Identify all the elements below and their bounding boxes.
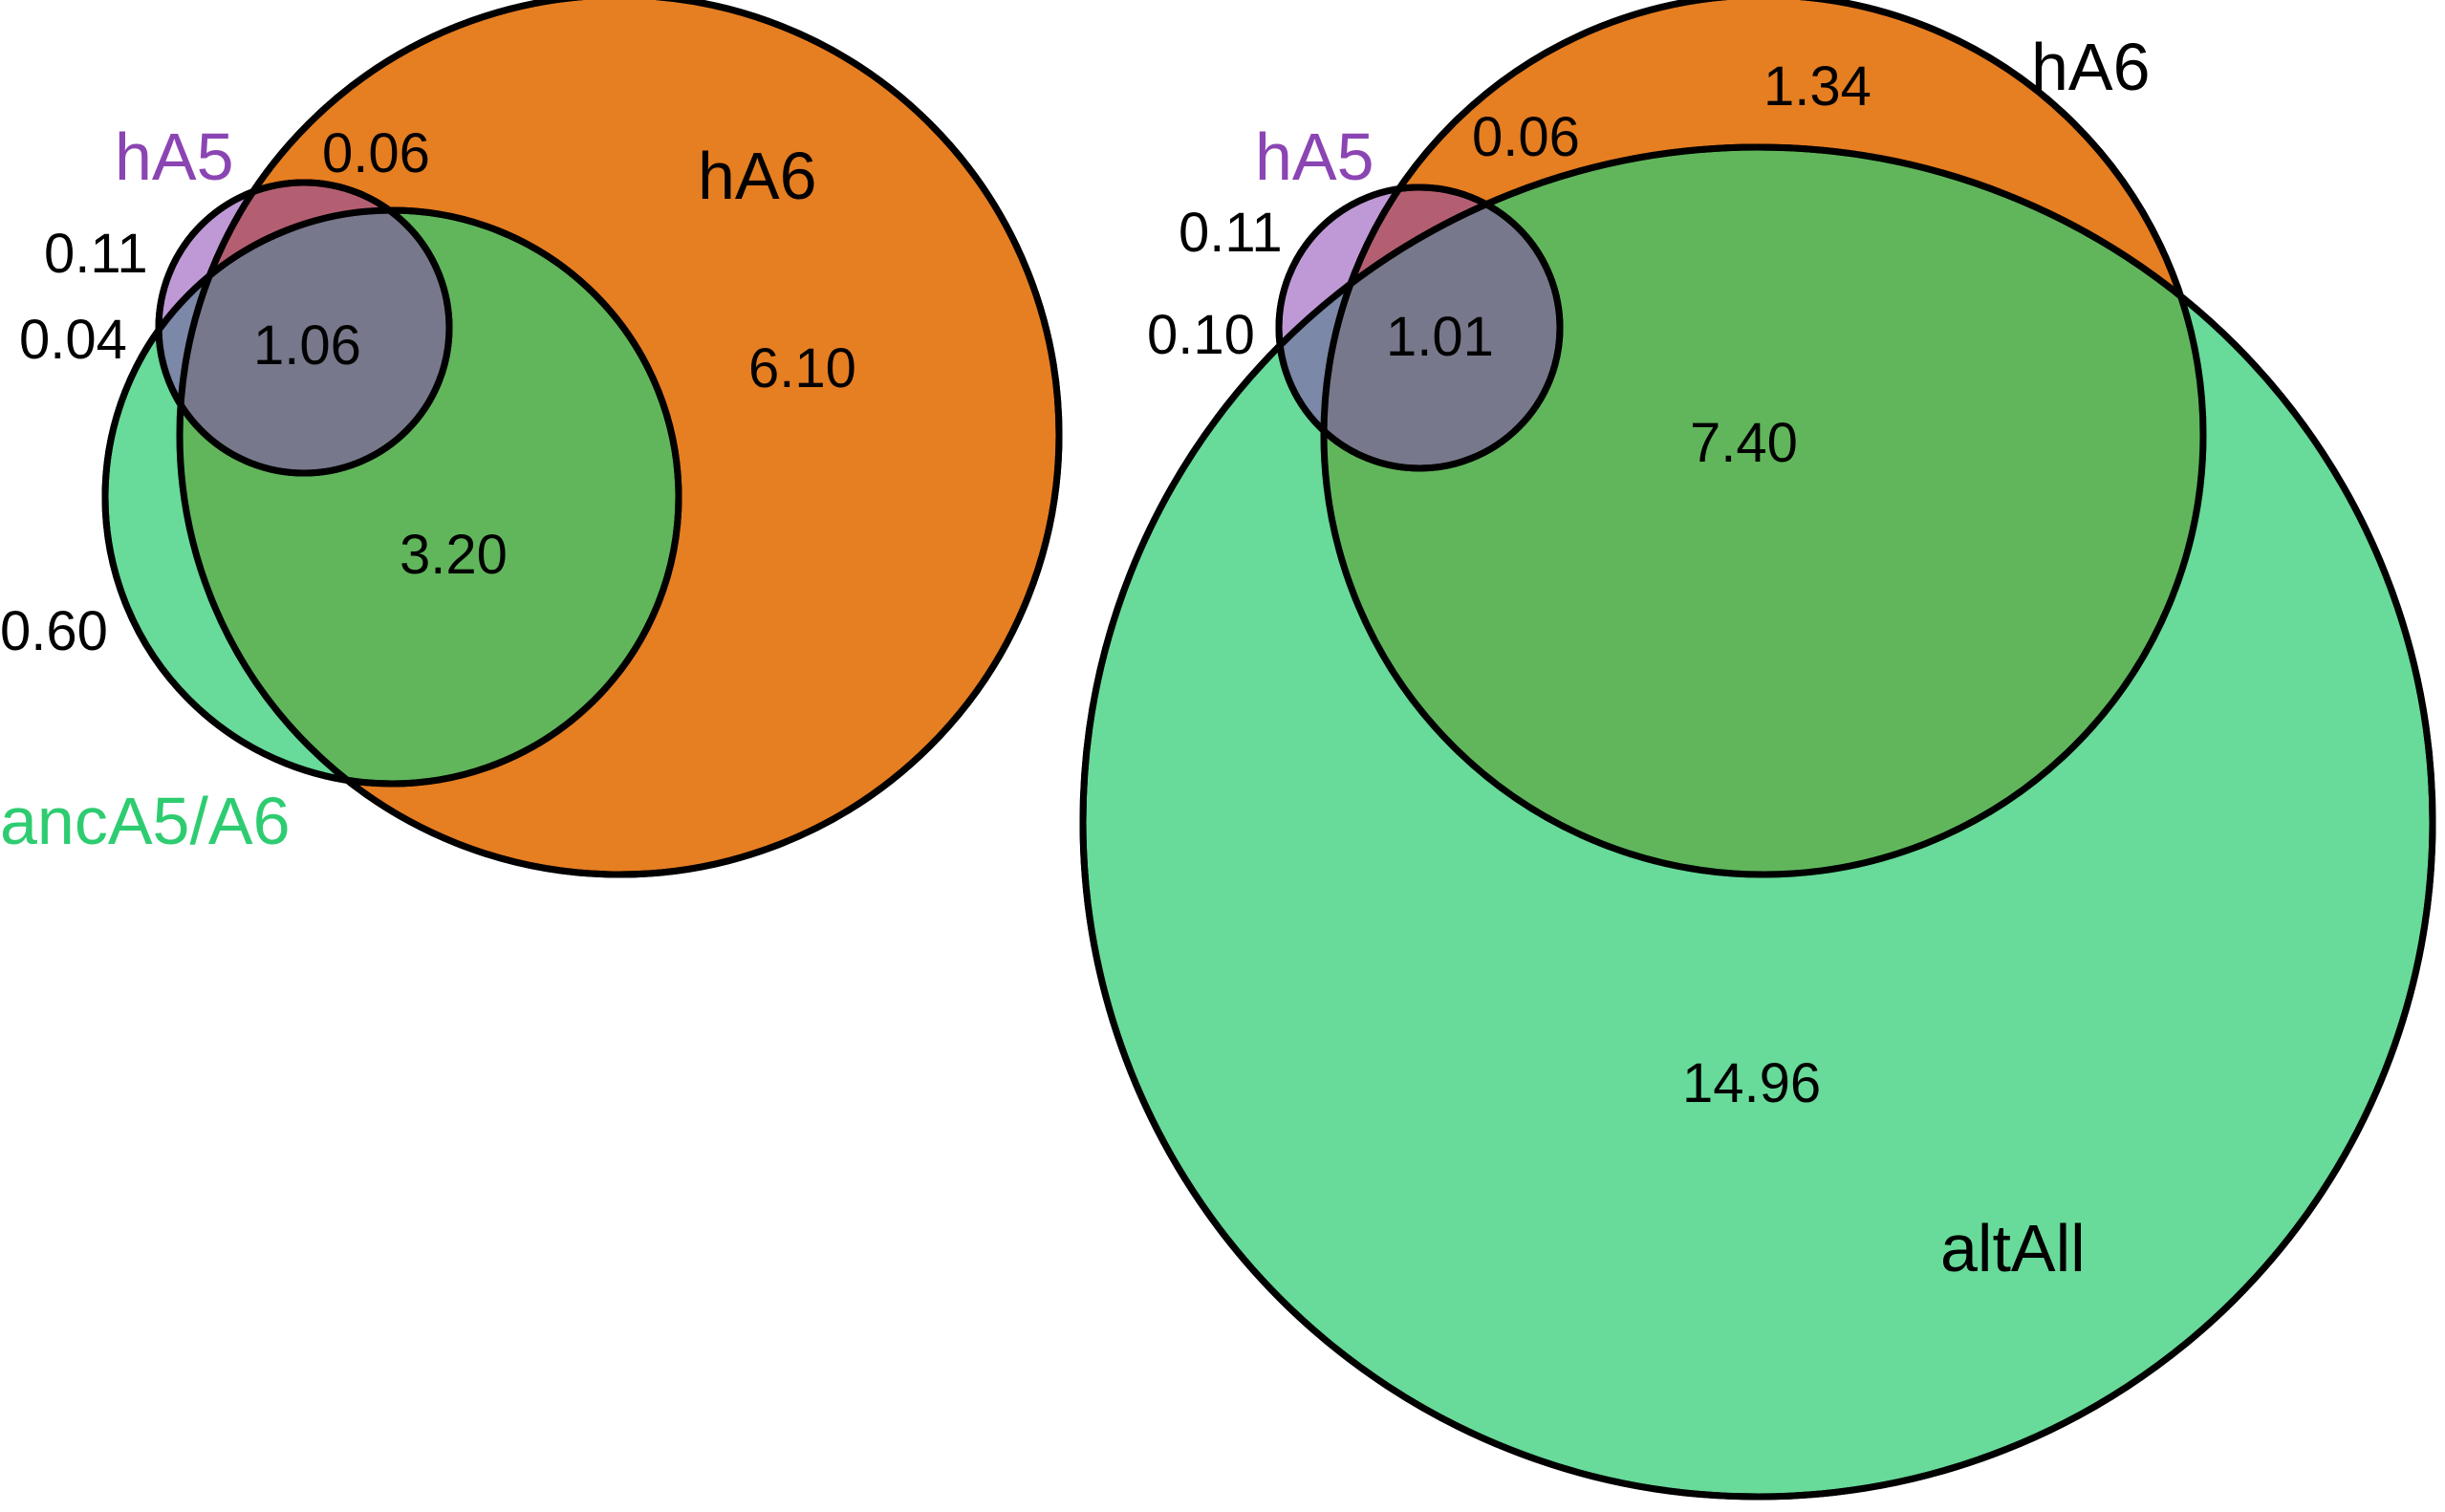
right-hA5-outline [1275, 184, 1564, 472]
left-hA5-hA6-ancA5A6-value: 1.06 [253, 314, 361, 377]
right-hA6-altAll-value: 7.40 [1690, 412, 1798, 474]
right-hA5-hA6-value: 0.06 [1472, 106, 1580, 168]
left-hA6-outline [176, 0, 1063, 878]
right-hA5-only-value: 0.11 [1179, 202, 1283, 264]
left-ancA5A6-only-value: 0.60 [0, 600, 108, 662]
left-hA5-hA6-value: 0.06 [322, 122, 430, 184]
right-altAll-set-label: altAll [1940, 1211, 2086, 1285]
left-hA5-set-label: hA5 [115, 119, 234, 194]
venn-right: hA5 hA6 altAll 0.11 0.06 1.34 0.10 1.01 … [1079, 0, 2436, 1501]
left-hA6-only-value: 6.10 [748, 337, 856, 400]
right-hA5-altAll-value: 0.10 [1147, 304, 1255, 366]
right-altAll-only-value: 14.96 [1682, 1052, 1821, 1114]
left-hA5-ancA5A6-value: 0.04 [19, 309, 127, 371]
left-hA5-only-value: 0.11 [44, 223, 148, 285]
left-ancA5A6-set-label: ancA5/A6 [0, 784, 291, 858]
right-hA5-hA6-altAll-value: 1.01 [1386, 306, 1494, 368]
right-hA6-set-label: hA6 [2031, 30, 2151, 104]
right-hA6-only-value: 1.34 [1763, 55, 1872, 118]
right-altAll-outline [1079, 143, 2436, 1501]
left-hA6-set-label: hA6 [698, 139, 817, 213]
left-hA5-outline [155, 179, 453, 477]
right-hA5-set-label: hA5 [1255, 119, 1374, 194]
venn-left: hA5 hA6 ancA5/A6 0.11 0.06 0.04 1.06 6.1… [0, 0, 1063, 878]
left-hA6-ancA5A6-value: 3.20 [400, 524, 508, 586]
